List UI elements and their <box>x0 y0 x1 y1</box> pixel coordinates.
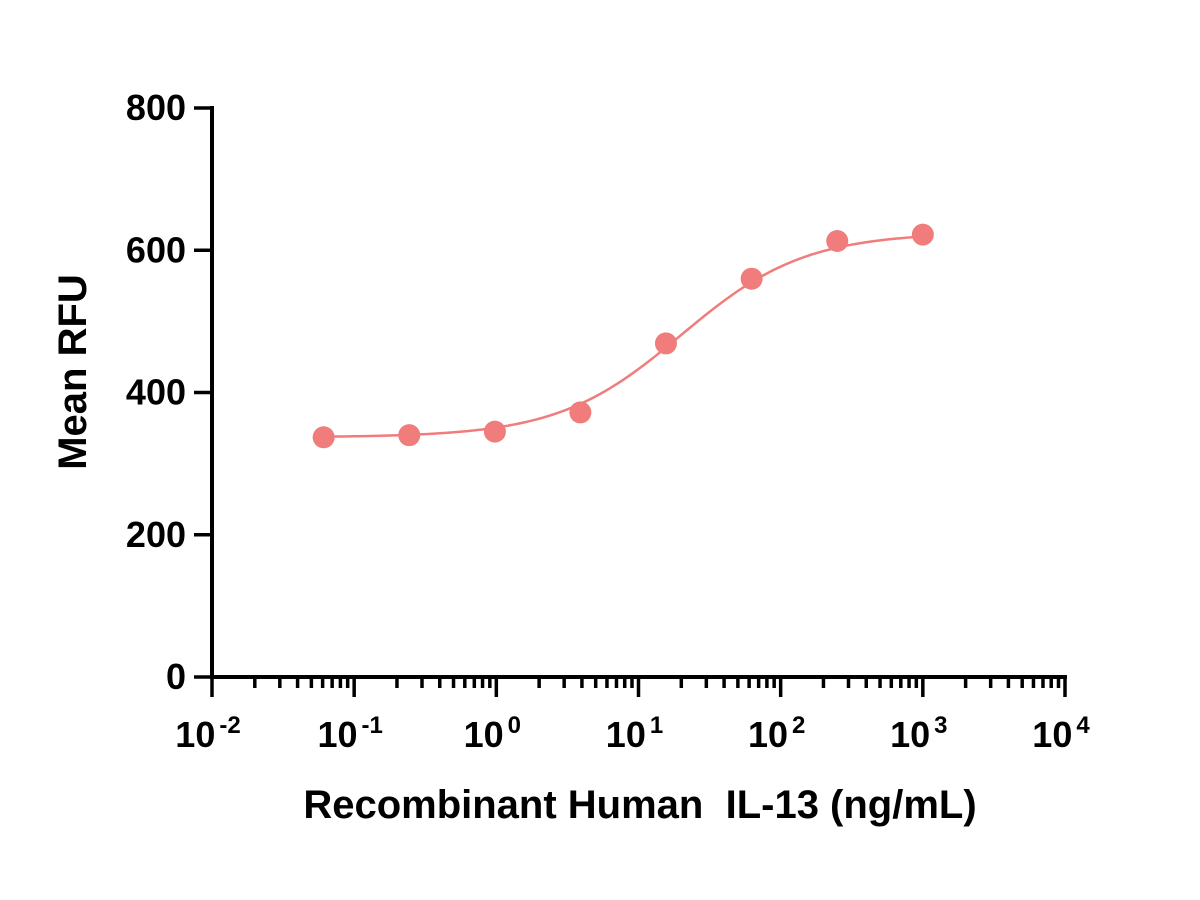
x-tick-label: 10 1 <box>606 712 663 755</box>
x-tick-label: 10 -2 <box>175 712 240 755</box>
plot-area <box>312 223 934 449</box>
y-tick-label: 400 <box>126 372 186 413</box>
x-tick-label: 10 -1 <box>317 712 382 755</box>
data-point <box>911 223 934 246</box>
data-point <box>398 424 421 447</box>
x-tick-label: 10 2 <box>748 712 805 755</box>
y-axis: 0 200 400 600 800 <box>126 87 214 697</box>
data-point <box>569 401 592 424</box>
y-tick-label: 600 <box>126 229 186 270</box>
data-point <box>740 267 763 290</box>
y-tick-label: 0 <box>166 656 186 697</box>
y-axis-title: Mean RFU <box>51 274 95 470</box>
x-tick-label: 10 3 <box>890 712 947 755</box>
y-tick-label: 800 <box>126 87 186 128</box>
x-axis: 10 -2 10 -1 10 0 10 1 10 2 10 3 10 4 <box>175 675 1090 755</box>
data-point <box>654 332 677 355</box>
x-tick-label: 10 4 <box>1032 712 1090 755</box>
data-point <box>312 426 335 449</box>
y-tick-label: 200 <box>126 514 186 555</box>
x-tick-label: 10 0 <box>464 712 521 755</box>
data-point <box>483 420 506 443</box>
fit-curve <box>323 235 923 438</box>
x-axis-title: Recombinant Human IL-13 (ng/mL) <box>303 783 976 827</box>
data-point <box>826 230 849 253</box>
